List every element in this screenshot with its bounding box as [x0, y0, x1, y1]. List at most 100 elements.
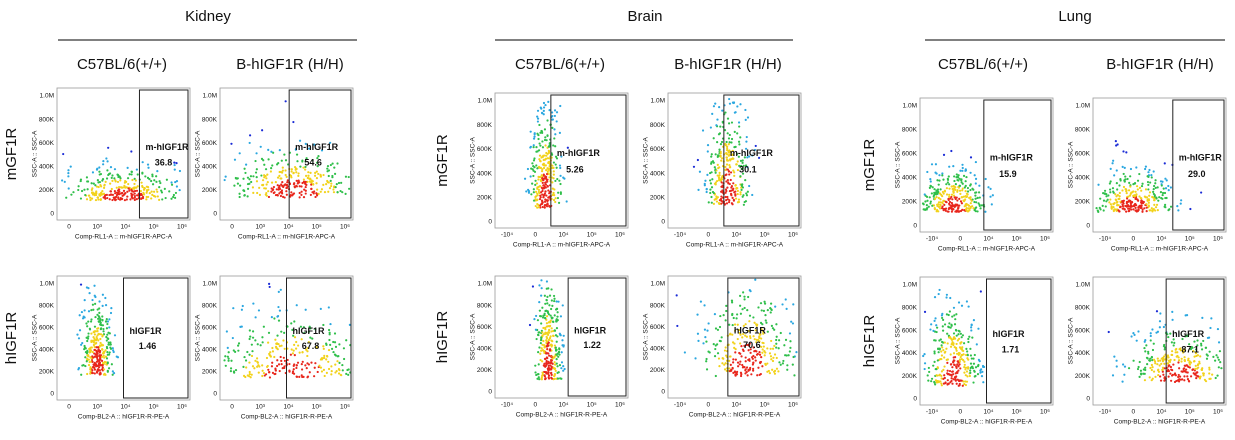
event-dot	[256, 191, 259, 195]
event-dot	[963, 186, 966, 189]
y-tick-label: 800K	[477, 302, 493, 309]
event-dot	[290, 348, 293, 351]
event-dot	[954, 318, 957, 321]
event-dot	[744, 179, 747, 182]
event-dot	[531, 285, 535, 288]
event-dot	[1148, 376, 1151, 379]
event-dot	[1172, 344, 1175, 347]
event-dot	[83, 348, 86, 351]
event-dot	[97, 198, 100, 201]
event-dot	[945, 296, 948, 299]
event-dot	[255, 168, 258, 171]
event-dot	[1150, 368, 1153, 372]
event-dot	[736, 337, 739, 341]
event-dot	[1135, 185, 1139, 188]
event-dot	[540, 174, 544, 177]
event-dot	[967, 337, 970, 341]
event-dot	[122, 189, 126, 192]
x-tick-label: 10⁶	[340, 404, 350, 411]
event-dot	[737, 200, 741, 204]
event-dot	[1135, 204, 1138, 207]
event-dot	[301, 160, 304, 163]
event-dot	[744, 360, 747, 363]
plot-frame	[1092, 276, 1227, 406]
event-dot	[300, 374, 303, 377]
event-dot	[86, 180, 89, 183]
event-dot	[81, 317, 85, 320]
event-dot	[262, 183, 265, 186]
event-dot	[307, 340, 310, 344]
event-dot	[538, 158, 541, 161]
event-dot	[958, 184, 961, 187]
event-dot	[770, 358, 773, 361]
event-dot	[347, 175, 350, 179]
event-dot	[245, 163, 248, 166]
event-dot	[713, 198, 716, 201]
event-dot	[536, 109, 540, 112]
event-dot	[285, 184, 288, 187]
event-dot	[926, 170, 929, 174]
event-dot	[260, 174, 263, 177]
event-dot	[92, 365, 95, 369]
event-dot	[293, 336, 297, 339]
event-dot	[1178, 367, 1181, 370]
event-dot	[982, 365, 985, 368]
event-dot	[553, 374, 556, 378]
event-dot	[113, 168, 117, 171]
event-dot	[314, 362, 317, 365]
event-dot	[540, 322, 543, 325]
event-dot	[967, 305, 970, 308]
event-dot	[266, 181, 269, 184]
event-dot	[1135, 210, 1138, 213]
event-dot	[719, 125, 722, 128]
event-dot	[736, 168, 740, 172]
event-dot	[545, 299, 548, 302]
event-dot	[323, 354, 326, 357]
event-dot	[322, 345, 325, 348]
event-dot	[964, 368, 967, 371]
event-dot	[562, 369, 565, 372]
event-dot	[948, 200, 952, 204]
event-dot	[1140, 189, 1143, 192]
event-dot	[1158, 364, 1161, 367]
event-dot	[1144, 188, 1148, 191]
event-dot	[526, 167, 530, 171]
event-dot	[933, 350, 936, 353]
event-dot	[558, 353, 561, 356]
event-dot	[146, 176, 150, 179]
y-tick-label: 400K	[202, 164, 218, 171]
event-dot	[739, 294, 742, 297]
event-dot	[121, 186, 124, 189]
event-dot	[939, 201, 942, 204]
event-dot	[1132, 208, 1135, 211]
event-dot	[957, 351, 961, 355]
event-dot	[554, 308, 558, 311]
event-dot	[1148, 168, 1151, 172]
event-dot	[532, 174, 535, 178]
event-dot	[943, 356, 946, 359]
event-dot	[99, 172, 103, 176]
event-dot	[1166, 354, 1170, 357]
event-dot	[282, 339, 285, 342]
event-dot	[102, 354, 105, 357]
event-dot	[740, 188, 743, 192]
event-dot	[1209, 326, 1212, 330]
event-dot	[104, 320, 108, 323]
event-dot	[970, 326, 973, 329]
event-dot	[322, 323, 325, 327]
event-dot	[267, 331, 271, 334]
event-dot	[1208, 366, 1211, 369]
event-dot	[727, 149, 730, 152]
x-tick-label: 10³	[256, 404, 266, 411]
event-dot	[1121, 380, 1124, 383]
event-dot	[313, 375, 316, 378]
event-dot	[949, 381, 952, 384]
event-dot	[87, 320, 90, 323]
event-dot	[965, 370, 969, 373]
event-dot	[726, 147, 729, 150]
event-dot	[964, 184, 967, 187]
event-dot	[284, 173, 287, 177]
event-dot	[100, 368, 104, 371]
event-dot	[306, 180, 309, 183]
event-dot	[86, 350, 89, 353]
